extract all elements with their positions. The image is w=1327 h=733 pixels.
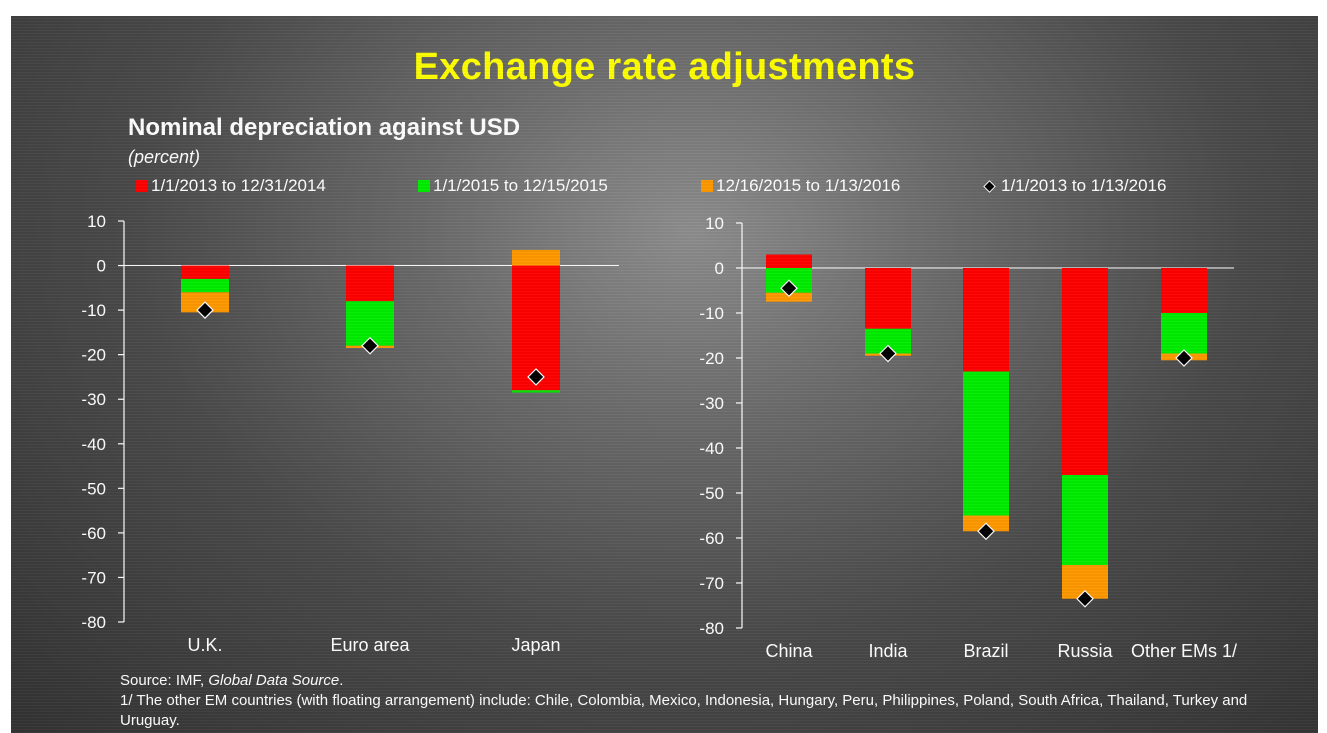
chart0-y-tick-label: -60 <box>81 524 106 543</box>
source-suffix: . <box>339 672 344 689</box>
chart0-y-tick-label: -70 <box>81 568 106 587</box>
chart1-marker <box>1175 349 1193 367</box>
chart0-y-tick-label: 0 <box>97 257 106 276</box>
footnote: 1/ The other EM countries (with floating… <box>120 692 1248 729</box>
chart1-bar-red <box>1062 268 1108 475</box>
slide-background: Exchange rate adjustments Nominal deprec… <box>11 16 1318 733</box>
chart1-bar-orange <box>766 292 812 302</box>
chart1-category-label: India <box>868 641 908 661</box>
chart1-y-tick-label: -10 <box>699 304 724 323</box>
chart1-bar-red <box>1161 268 1207 313</box>
chart1-bar-green <box>1161 313 1207 354</box>
chart1-marker <box>1076 589 1094 608</box>
footer: Source: IMF, Global Data Source. 1/ The … <box>120 671 1300 731</box>
chart0-y-tick-label: -20 <box>81 346 106 365</box>
chart0-bar-green <box>181 278 229 293</box>
chart0-bar-red <box>346 265 394 302</box>
chart1-category-label: China <box>765 641 813 661</box>
chart1-bar-red <box>766 254 812 268</box>
chart0-bar-green <box>512 390 560 393</box>
chart1-bar-red <box>865 268 911 329</box>
legend-item-diamond: 1/1/2013 to 1/13/2016 <box>981 176 1166 196</box>
chart1-bar-green <box>1062 475 1108 565</box>
chart1-y-tick-label: -70 <box>699 574 724 593</box>
slide-title: Exchange rate adjustments <box>413 46 916 88</box>
chart0-bar-red <box>181 265 229 279</box>
chart1-y-tick-label: -20 <box>699 349 724 368</box>
chart0-y-tick-label: -10 <box>81 301 106 320</box>
chart0-y-tick-label: -30 <box>81 390 106 409</box>
legend: 1/1/2013 to 12/31/2014 1/1/2015 to 12/15… <box>11 176 1318 200</box>
chart0-marker <box>527 368 545 386</box>
chart1-marker <box>977 522 995 541</box>
chart0-category-label: Japan <box>511 635 560 655</box>
chart0-category-label: Euro area <box>330 635 410 655</box>
chart1-y-tick-label: 0 <box>715 259 724 278</box>
chart1-bar-red <box>963 268 1009 372</box>
chart1-marker <box>879 344 897 363</box>
chart1-category-label: Brazil <box>963 641 1008 661</box>
source-line: Source: IMF, Global Data Source. <box>120 671 1300 691</box>
chart1-y-tick-label: -30 <box>699 394 724 413</box>
source-name: Global Data Source <box>208 672 340 689</box>
legend-label: 12/16/2015 to 1/13/2016 <box>716 176 901 195</box>
chart0-y-tick-label: 10 <box>87 212 106 231</box>
legend-label: 1/1/2013 to 1/13/2016 <box>1001 176 1167 195</box>
chart0-marker <box>196 301 214 319</box>
chart0-y-tick-label: -80 <box>81 613 106 632</box>
legend-label: 1/1/2015 to 12/15/2015 <box>433 176 608 195</box>
chart1-y-tick-label: -50 <box>699 484 724 503</box>
charts-svg: 10 0 -10 -20 -30 -40 -50 -60 -70 -80 U.K. Euro area… <box>81 212 1237 661</box>
chart1-y-tick-label: -60 <box>699 529 724 548</box>
chart0-marker <box>361 336 379 355</box>
chart0-bar-orange <box>512 249 560 266</box>
chart1-marker <box>780 279 798 298</box>
chart0-y-tick-label: -50 <box>81 479 106 498</box>
legend-swatch-red <box>136 180 148 192</box>
chart-subtitle: Nominal depreciation against USD <box>128 114 521 141</box>
legend-item-green: 1/1/2015 to 12/15/2015 <box>418 176 608 196</box>
chart1-y-tick-label: -40 <box>699 439 724 458</box>
chart1-y-tick-label: -80 <box>699 619 724 638</box>
legend-item-red: 1/1/2013 to 12/31/2014 <box>136 176 326 196</box>
legend-label: 1/1/2013 to 12/31/2014 <box>151 176 326 195</box>
legend-swatch-green <box>418 180 430 192</box>
chart0-y-tick-label: -40 <box>81 435 106 454</box>
source-prefix: Source: IMF, <box>120 672 209 689</box>
legend-swatch-orange <box>701 180 713 192</box>
chart1-category-label: Other EMs 1/ <box>1131 641 1237 661</box>
legend-item-orange: 12/16/2015 to 1/13/2016 <box>701 176 900 196</box>
unit-label: (percent) <box>128 147 201 167</box>
chart1-y-tick-label: 10 <box>705 214 724 233</box>
chart1-bar-green <box>963 371 1009 516</box>
chart1-category-label: Russia <box>1057 641 1113 661</box>
chart0-category-label: U.K. <box>187 635 222 655</box>
